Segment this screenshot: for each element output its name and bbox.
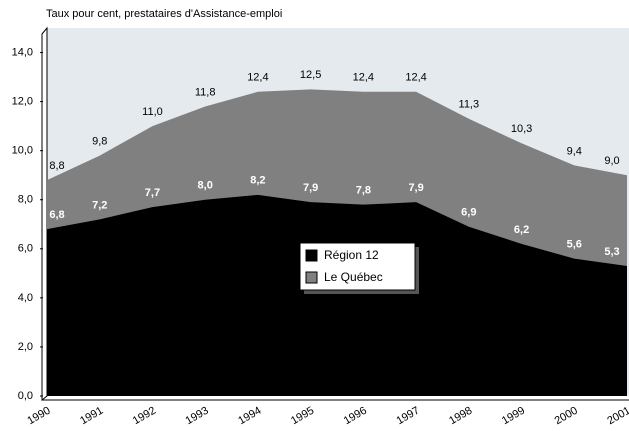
x-tick-label: 1990 [25,405,52,428]
data-label: 9,8 [92,135,107,147]
x-tick-label: 2001 [605,405,629,428]
y-tick-label: 2,0 [18,341,33,353]
data-label-region: 6,8 [49,209,64,221]
data-label: 12,4 [353,72,374,84]
x-tick-label: 1997 [394,405,421,428]
data-label: 11,8 [195,86,216,98]
legend-label: Région 12 [324,248,379,262]
legend [299,242,416,291]
x-tick-label: 1996 [342,405,369,428]
x-tick-label: 1998 [447,405,474,428]
left-wall [41,26,48,402]
data-label: 12,5 [300,69,321,81]
legend-label: Le Québec [324,270,383,284]
y-tick-label: 10,0 [12,145,33,157]
x-tick-label: 2000 [553,405,580,428]
data-label-region: 5,6 [567,239,582,251]
data-label-region: 7,9 [408,182,423,194]
x-tick-label: 1999 [500,405,527,428]
data-label: 8,8 [49,160,64,172]
y-tick-label: 14,0 [12,46,33,58]
area [47,194,627,396]
data-label-region: 6,9 [461,207,476,219]
x-tick-label: 1995 [289,405,316,428]
data-label: 9,4 [567,145,582,157]
data-label: 12,4 [247,72,268,84]
x-tick-label: 1994 [236,405,263,428]
y-tick-label: 0,0 [18,390,33,402]
data-label-region: 7,9 [303,182,318,194]
x-tick-label: 1992 [131,405,158,428]
data-label: 11,3 [459,99,480,111]
data-label-region: 8,2 [250,175,265,187]
data-label: 11,0 [142,106,163,118]
data-label-region: 7,8 [356,185,371,197]
data-label: 10,3 [511,123,532,135]
y-tick-label: 6,0 [18,243,33,255]
data-label: 9,0 [604,155,619,167]
data-label: 12,4 [405,72,426,84]
data-label-region: 7,2 [92,199,107,211]
y-tick-label: 12,0 [12,96,33,108]
chart-title: Taux pour cent, prestataires d'Assistanc… [46,8,282,20]
data-label-region: 5,3 [604,246,619,258]
x-tick-label: 1993 [184,405,211,428]
data-label-region: 8,0 [198,180,213,192]
x-tick-label: 1991 [78,405,105,428]
y-tick-label: 8,0 [18,194,33,206]
data-label-region: 7,7 [145,187,160,199]
y-tick-label: 4,0 [18,292,33,304]
data-label-region: 6,2 [514,224,529,236]
legend-swatch [305,271,318,284]
legend-swatch [305,249,318,262]
